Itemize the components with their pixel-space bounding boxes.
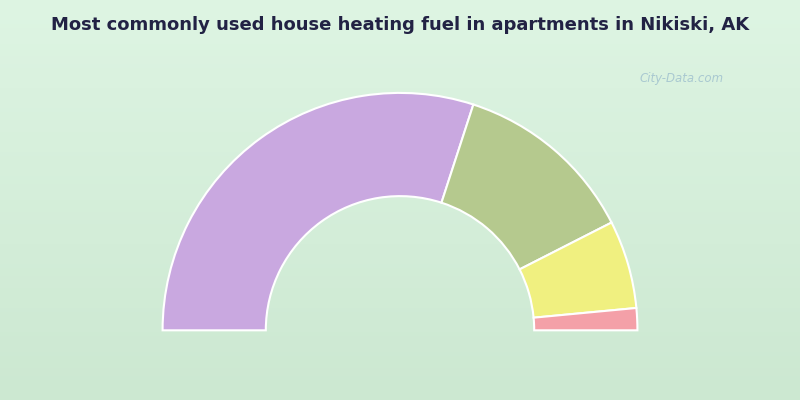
Wedge shape [534, 308, 638, 330]
Wedge shape [442, 104, 611, 269]
Wedge shape [162, 93, 474, 330]
Wedge shape [519, 222, 636, 318]
Text: Most commonly used house heating fuel in apartments in Nikiski, AK: Most commonly used house heating fuel in… [51, 16, 749, 34]
Text: City-Data.com: City-Data.com [640, 72, 724, 85]
